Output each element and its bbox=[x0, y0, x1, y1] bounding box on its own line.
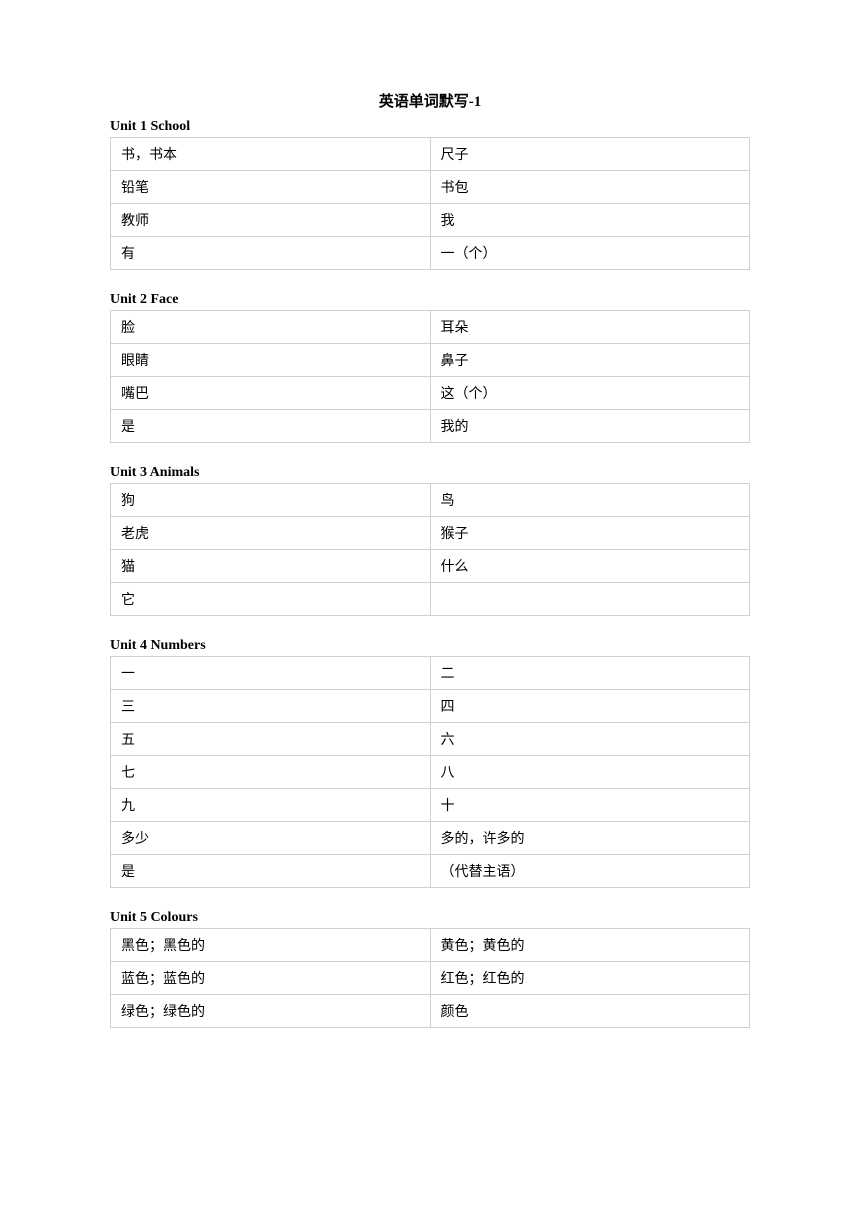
vocab-cell: 黄色；黄色的 bbox=[430, 929, 750, 962]
vocab-cell: 有 bbox=[111, 237, 431, 270]
unit-section-2: Unit 2 Face 脸耳朵 眼睛鼻子 嘴巴这（个） 是我的 bbox=[110, 292, 750, 443]
vocab-cell: 书包 bbox=[430, 171, 750, 204]
vocab-cell: 四 bbox=[430, 690, 750, 723]
vocab-cell: 多少 bbox=[111, 822, 431, 855]
vocab-cell: 七 bbox=[111, 756, 431, 789]
vocab-cell: 蓝色；蓝色的 bbox=[111, 962, 431, 995]
table-row: 七八 bbox=[111, 756, 750, 789]
page-title: 英语单词默写-1 bbox=[110, 90, 750, 111]
unit-title: Unit 3 Animals bbox=[110, 465, 750, 481]
table-row: 有一（个） bbox=[111, 237, 750, 270]
vocab-cell: 九 bbox=[111, 789, 431, 822]
table-row: 脸耳朵 bbox=[111, 311, 750, 344]
table-row: 蓝色；蓝色的红色；红色的 bbox=[111, 962, 750, 995]
vocab-cell: 二 bbox=[430, 657, 750, 690]
vocab-cell: 黑色；黑色的 bbox=[111, 929, 431, 962]
table-row: 它 bbox=[111, 583, 750, 616]
vocab-table-4: 一二 三四 五六 七八 九十 多少多的，许多的 是（代替主语） bbox=[110, 656, 750, 888]
table-row: 铅笔书包 bbox=[111, 171, 750, 204]
vocab-table-2: 脸耳朵 眼睛鼻子 嘴巴这（个） 是我的 bbox=[110, 310, 750, 443]
vocab-cell: 脸 bbox=[111, 311, 431, 344]
unit-section-5: Unit 5 Colours 黑色；黑色的黄色；黄色的 蓝色；蓝色的红色；红色的… bbox=[110, 910, 750, 1028]
vocab-cell: 三 bbox=[111, 690, 431, 723]
table-row: 九十 bbox=[111, 789, 750, 822]
vocab-cell: 尺子 bbox=[430, 138, 750, 171]
vocab-cell: 我的 bbox=[430, 410, 750, 443]
table-row: 绿色；绿色的颜色 bbox=[111, 995, 750, 1028]
vocab-cell: 什么 bbox=[430, 550, 750, 583]
vocab-cell: 这（个） bbox=[430, 377, 750, 410]
table-row: 嘴巴这（个） bbox=[111, 377, 750, 410]
table-row: 书，书本尺子 bbox=[111, 138, 750, 171]
table-row: 猫什么 bbox=[111, 550, 750, 583]
unit-title: Unit 1 School bbox=[110, 119, 750, 135]
vocab-cell: 眼睛 bbox=[111, 344, 431, 377]
table-row: 是我的 bbox=[111, 410, 750, 443]
vocab-cell: 十 bbox=[430, 789, 750, 822]
vocab-table-3: 狗鸟 老虎猴子 猫什么 它 bbox=[110, 483, 750, 616]
table-row: 老虎猴子 bbox=[111, 517, 750, 550]
vocab-cell: 是 bbox=[111, 855, 431, 888]
vocab-cell: 铅笔 bbox=[111, 171, 431, 204]
vocab-cell: 猴子 bbox=[430, 517, 750, 550]
unit-section-4: Unit 4 Numbers 一二 三四 五六 七八 九十 多少多的，许多的 是… bbox=[110, 638, 750, 888]
table-row: 多少多的，许多的 bbox=[111, 822, 750, 855]
table-row: 三四 bbox=[111, 690, 750, 723]
vocab-cell: 八 bbox=[430, 756, 750, 789]
table-row: 黑色；黑色的黄色；黄色的 bbox=[111, 929, 750, 962]
vocab-cell: 它 bbox=[111, 583, 431, 616]
table-row: 狗鸟 bbox=[111, 484, 750, 517]
unit-section-1: Unit 1 School 书，书本尺子 铅笔书包 教师我 有一（个） bbox=[110, 119, 750, 270]
vocab-cell: 老虎 bbox=[111, 517, 431, 550]
table-row: 眼睛鼻子 bbox=[111, 344, 750, 377]
table-row: 一二 bbox=[111, 657, 750, 690]
vocab-cell: 是 bbox=[111, 410, 431, 443]
table-row: 五六 bbox=[111, 723, 750, 756]
vocab-cell: 书，书本 bbox=[111, 138, 431, 171]
vocab-cell: 猫 bbox=[111, 550, 431, 583]
vocab-cell: 我 bbox=[430, 204, 750, 237]
vocab-cell: 鼻子 bbox=[430, 344, 750, 377]
vocab-cell: 颜色 bbox=[430, 995, 750, 1028]
table-row: 是（代替主语） bbox=[111, 855, 750, 888]
table-row: 教师我 bbox=[111, 204, 750, 237]
unit-title: Unit 4 Numbers bbox=[110, 638, 750, 654]
vocab-cell bbox=[430, 583, 750, 616]
vocab-cell: 鸟 bbox=[430, 484, 750, 517]
unit-title: Unit 2 Face bbox=[110, 292, 750, 308]
vocab-cell: 耳朵 bbox=[430, 311, 750, 344]
vocab-cell: 五 bbox=[111, 723, 431, 756]
vocab-table-1: 书，书本尺子 铅笔书包 教师我 有一（个） bbox=[110, 137, 750, 270]
vocab-cell: 红色；红色的 bbox=[430, 962, 750, 995]
vocab-cell: 多的，许多的 bbox=[430, 822, 750, 855]
vocab-cell: 狗 bbox=[111, 484, 431, 517]
vocab-cell: 绿色；绿色的 bbox=[111, 995, 431, 1028]
unit-title: Unit 5 Colours bbox=[110, 910, 750, 926]
vocab-cell: 嘴巴 bbox=[111, 377, 431, 410]
vocab-cell: （代替主语） bbox=[430, 855, 750, 888]
vocab-cell: 一 bbox=[111, 657, 431, 690]
vocab-cell: 六 bbox=[430, 723, 750, 756]
vocab-cell: 一（个） bbox=[430, 237, 750, 270]
unit-section-3: Unit 3 Animals 狗鸟 老虎猴子 猫什么 它 bbox=[110, 465, 750, 616]
vocab-cell: 教师 bbox=[111, 204, 431, 237]
vocab-table-5: 黑色；黑色的黄色；黄色的 蓝色；蓝色的红色；红色的 绿色；绿色的颜色 bbox=[110, 928, 750, 1028]
